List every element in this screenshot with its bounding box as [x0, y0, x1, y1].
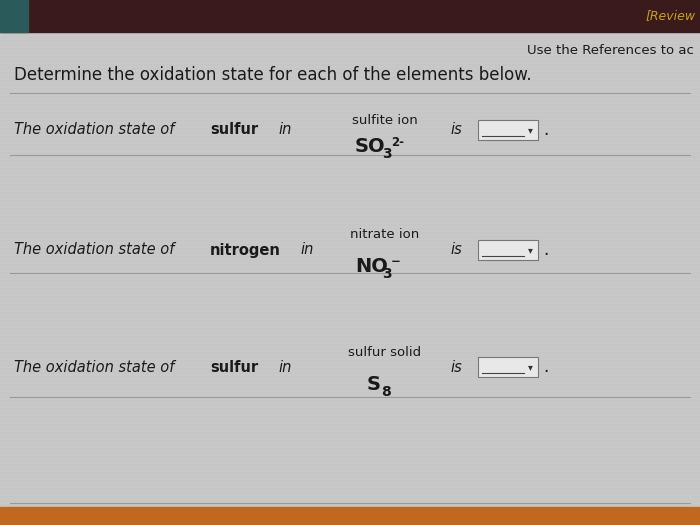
Text: The oxidation state of: The oxidation state of [14, 122, 174, 138]
FancyBboxPatch shape [478, 120, 538, 140]
Text: The oxidation state of: The oxidation state of [14, 243, 174, 257]
Text: The oxidation state of: The oxidation state of [14, 360, 174, 374]
Text: sulfur solid: sulfur solid [349, 346, 421, 360]
Text: SO: SO [355, 138, 386, 156]
Text: ▾: ▾ [528, 362, 533, 372]
Text: in: in [278, 122, 291, 138]
Text: .: . [543, 358, 548, 376]
FancyBboxPatch shape [478, 240, 538, 260]
Text: Determine the oxidation state for each of the elements below.: Determine the oxidation state for each o… [14, 66, 531, 84]
Text: sulfur: sulfur [210, 122, 258, 138]
Text: nitrate ion: nitrate ion [351, 228, 419, 242]
Text: Use the References to ac: Use the References to ac [527, 45, 694, 58]
Text: [Review: [Review [646, 9, 696, 23]
Text: ▾: ▾ [528, 125, 533, 135]
Text: .: . [543, 121, 548, 139]
Text: 3: 3 [382, 267, 391, 281]
Text: is: is [450, 243, 462, 257]
Text: in: in [278, 360, 291, 374]
Text: in: in [300, 243, 314, 257]
Text: S: S [367, 375, 381, 394]
Text: NO: NO [355, 257, 388, 277]
Text: ▾: ▾ [528, 245, 533, 255]
Bar [0, 0, 700, 32]
Bar [0, 507, 700, 525]
Text: is: is [450, 360, 462, 374]
Text: 3: 3 [382, 147, 391, 161]
Text: sulfur: sulfur [210, 360, 258, 374]
Text: 8: 8 [381, 385, 391, 399]
FancyBboxPatch shape [478, 357, 538, 377]
Text: nitrogen: nitrogen [210, 243, 281, 257]
Bar [0, 0, 28, 32]
Text: −: − [391, 256, 401, 268]
Text: is: is [450, 122, 462, 138]
Text: sulfite ion: sulfite ion [352, 113, 418, 127]
Text: .: . [543, 241, 548, 259]
Text: 2-: 2- [391, 135, 404, 149]
